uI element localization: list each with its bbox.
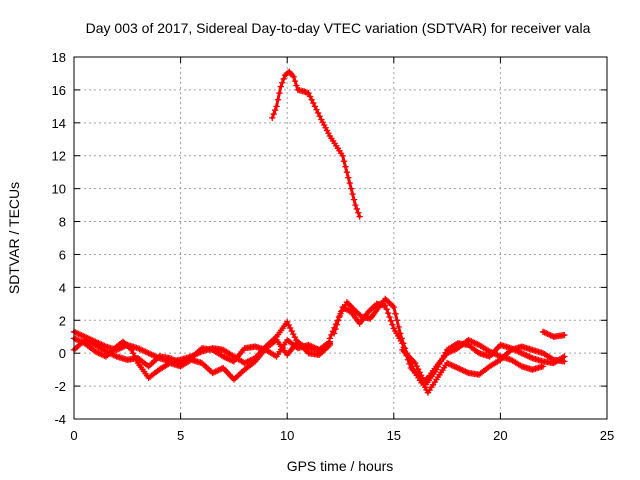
data-point <box>561 358 568 365</box>
data-point <box>339 152 346 159</box>
data-point <box>336 312 343 320</box>
data-point <box>406 360 413 368</box>
data-point <box>387 317 395 324</box>
data-point <box>314 109 322 117</box>
data-point <box>390 303 397 311</box>
y-tick-label: 18 <box>52 50 66 65</box>
data-point <box>345 174 352 181</box>
data-point <box>346 180 353 187</box>
data-point <box>348 185 355 192</box>
y-tick-label: 6 <box>59 247 66 262</box>
y-tick-label: 8 <box>59 215 66 230</box>
x-tick-label: 15 <box>387 428 401 443</box>
series-trace-b <box>70 335 333 383</box>
data-point <box>269 114 276 122</box>
data-point <box>271 107 279 114</box>
data-point <box>356 213 363 220</box>
data-point <box>313 106 320 113</box>
x-tick-label: 10 <box>280 428 294 443</box>
data-point <box>392 310 399 317</box>
y-tick-label: 0 <box>59 346 66 361</box>
data-point <box>389 321 396 328</box>
y-tick-label: -2 <box>54 379 66 394</box>
y-tick-label: -4 <box>54 412 66 427</box>
series-trace-e <box>330 300 568 396</box>
data-point <box>316 113 323 120</box>
data-point <box>393 317 401 324</box>
data-point <box>277 83 284 90</box>
series-line <box>270 70 362 219</box>
data-point <box>386 313 393 321</box>
data-point <box>311 103 319 110</box>
data-point <box>382 302 389 309</box>
data-point <box>561 353 568 360</box>
data-point <box>338 308 345 315</box>
data-point <box>353 205 360 213</box>
data-point <box>399 340 406 347</box>
series-trace-c <box>70 336 333 370</box>
y-tick-label: 2 <box>59 313 66 328</box>
data-point <box>350 196 358 203</box>
data-point <box>273 103 280 110</box>
data-point <box>290 73 297 80</box>
series-group <box>70 68 568 396</box>
data-point <box>291 77 299 85</box>
data-point <box>330 330 338 337</box>
data-point <box>383 306 390 313</box>
x-axis-label: GPS time / hours <box>287 458 394 474</box>
data-point <box>270 110 277 118</box>
x-tick-label: 0 <box>70 428 77 443</box>
data-point <box>128 346 135 354</box>
data-point <box>349 190 356 198</box>
data-point <box>355 209 362 216</box>
data-point <box>343 169 351 176</box>
axis-ticks: 0 5 10 15 20 25 -4 -2 0 2 4 6 8 10 12 14 16 18 <box>52 50 615 443</box>
data-point <box>340 158 348 165</box>
data-point <box>308 96 315 103</box>
data-point <box>306 93 314 100</box>
data-point <box>280 75 287 83</box>
grid-lines <box>74 57 607 419</box>
data-point <box>274 96 282 103</box>
data-point <box>561 331 568 339</box>
data-point <box>335 317 342 324</box>
x-tick-label: 5 <box>177 428 184 443</box>
plot-frame <box>73 56 608 420</box>
data-point <box>395 323 402 331</box>
data-point <box>352 201 359 209</box>
data-point <box>310 99 317 107</box>
data-point <box>293 82 300 89</box>
y-tick-label: 10 <box>52 182 66 197</box>
data-point <box>130 350 137 357</box>
data-point <box>276 90 283 97</box>
series-trace-f <box>399 340 568 388</box>
x-tick-label: 25 <box>600 428 614 443</box>
y-tick-label: 16 <box>52 83 66 98</box>
data-point <box>326 335 333 342</box>
data-point <box>279 79 286 86</box>
series-trace-g <box>539 328 568 340</box>
x-tick-label: 20 <box>493 428 507 443</box>
data-point <box>384 309 392 317</box>
chart-title: Day 003 of 2017, Sidereal Day-to-day VTE… <box>86 20 591 36</box>
y-axis-label: SDTVAR / TECUs <box>6 182 22 294</box>
y-tick-label: 12 <box>52 149 66 164</box>
y-tick-label: 14 <box>52 116 66 131</box>
data-point <box>305 90 312 97</box>
data-point <box>332 325 339 333</box>
y-tick-label: 4 <box>59 280 66 295</box>
data-point <box>539 363 547 370</box>
data-point <box>342 163 349 170</box>
data-point <box>333 321 341 328</box>
series-spike <box>269 68 363 220</box>
